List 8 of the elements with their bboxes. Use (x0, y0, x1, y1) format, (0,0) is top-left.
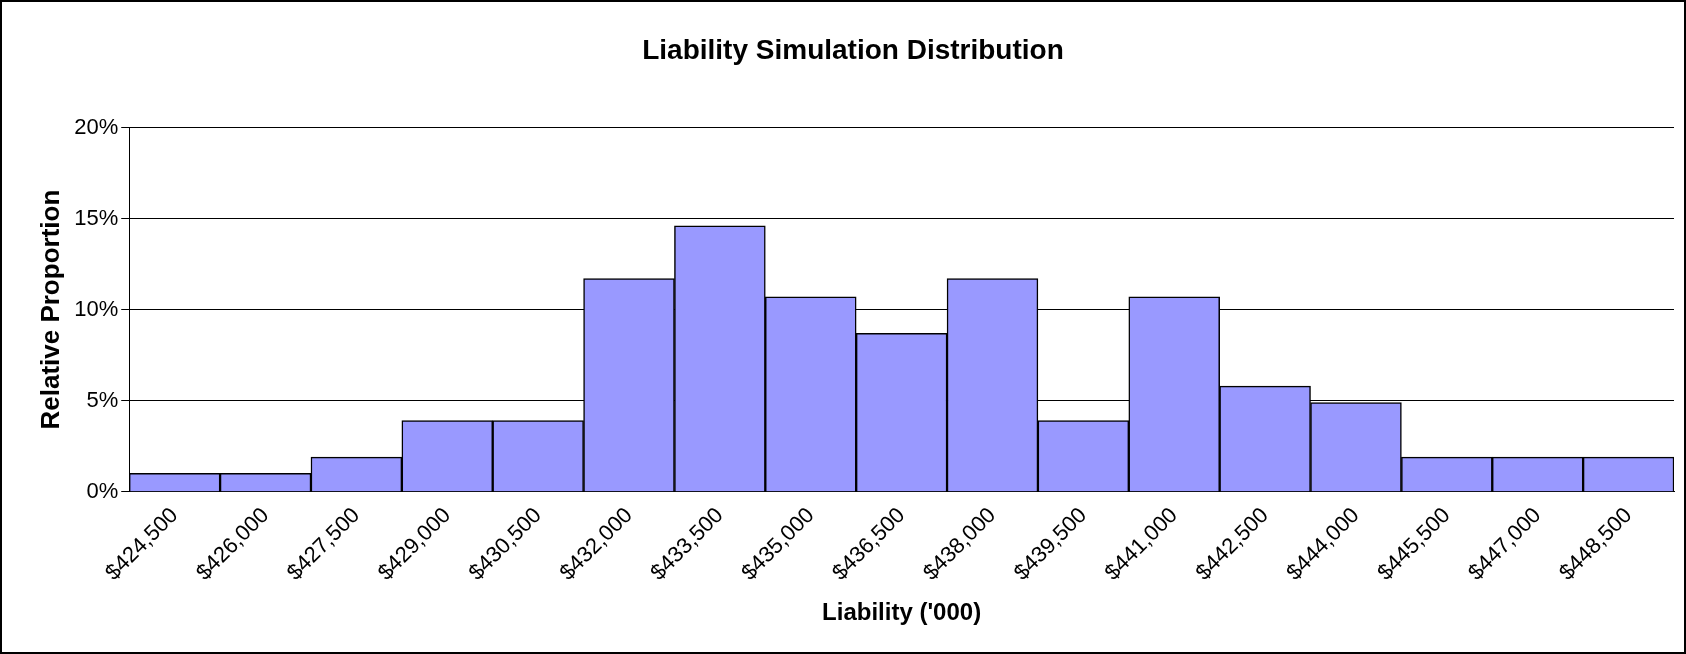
y-tick-label: 0% (86, 477, 119, 503)
y-tick-label: 15% (74, 204, 119, 230)
y-tick-label: 20% (74, 113, 119, 139)
x-axis-title: Liability ('000) (822, 598, 982, 626)
y-tick-label: 5% (86, 386, 119, 412)
y-tick-label: 10% (74, 295, 119, 321)
chart-title: Liability Simulation Distribution (642, 33, 1064, 65)
y-axis-title: Relative Proportion (34, 189, 65, 430)
